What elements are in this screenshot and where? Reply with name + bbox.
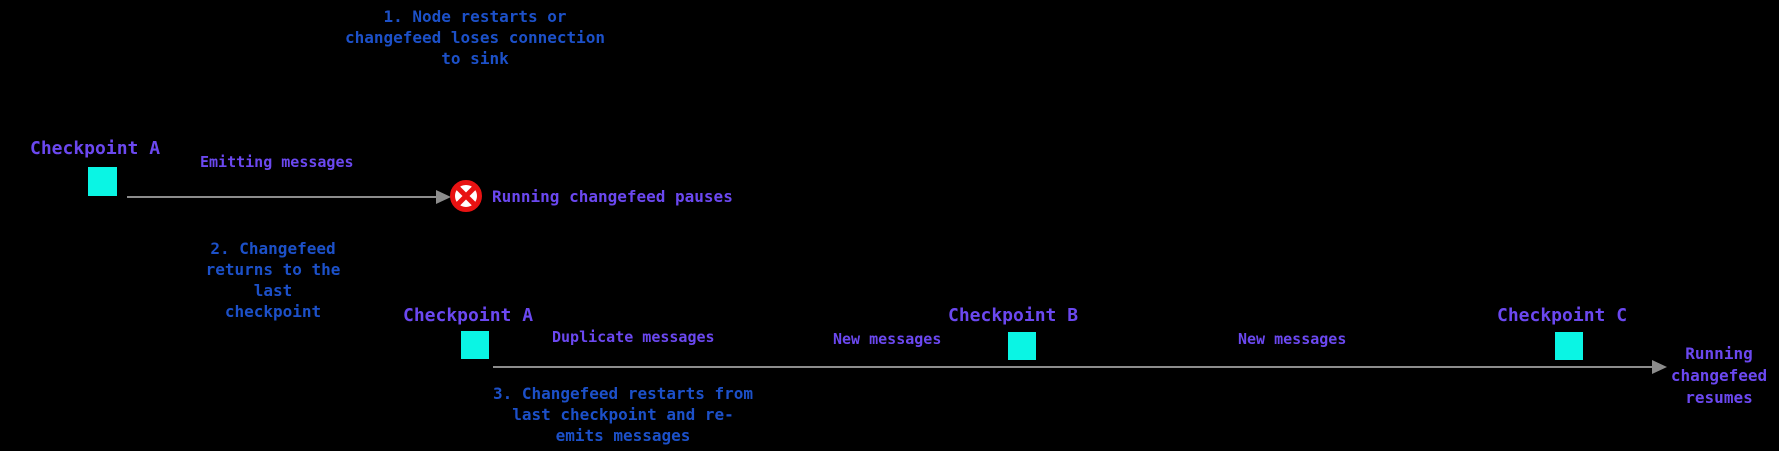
resume-label: Running changefeed resumes bbox=[1670, 344, 1768, 407]
checkpoint-b-label: Checkpoint B bbox=[948, 305, 1079, 326]
step1-note: 1. Node restarts or changefeed loses con… bbox=[344, 7, 606, 68]
pause-cancel-x-icon bbox=[449, 179, 483, 213]
bottom-timeline-arrow-line bbox=[493, 366, 1653, 368]
bottom-checkpoint-a-marker bbox=[461, 331, 489, 359]
pause-label: Running changefeed pauses bbox=[492, 187, 733, 206]
duplicate-messages-label: Duplicate messages bbox=[552, 328, 715, 346]
bottom-timeline-arrowhead bbox=[1652, 360, 1667, 374]
checkpoint-c-marker bbox=[1555, 332, 1583, 360]
top-timeline-arrowhead bbox=[436, 190, 451, 204]
step2-note: 2. Changefeed returns to the last checkp… bbox=[205, 239, 341, 321]
top-checkpoint-a-label: Checkpoint A bbox=[30, 138, 161, 159]
new-messages-2-label: New messages bbox=[1238, 330, 1347, 348]
top-checkpoint-a-marker bbox=[88, 167, 117, 196]
emitting-messages-label: Emitting messages bbox=[200, 153, 354, 171]
checkpoint-b-marker bbox=[1008, 332, 1036, 360]
new-messages-1-label: New messages bbox=[833, 330, 942, 348]
checkpoint-c-label: Checkpoint C bbox=[1497, 305, 1628, 326]
bottom-checkpoint-a-label: Checkpoint A bbox=[403, 305, 534, 326]
top-timeline-arrow-line bbox=[127, 196, 437, 198]
step3-note: 3. Changefeed restarts from last checkpo… bbox=[492, 384, 754, 445]
